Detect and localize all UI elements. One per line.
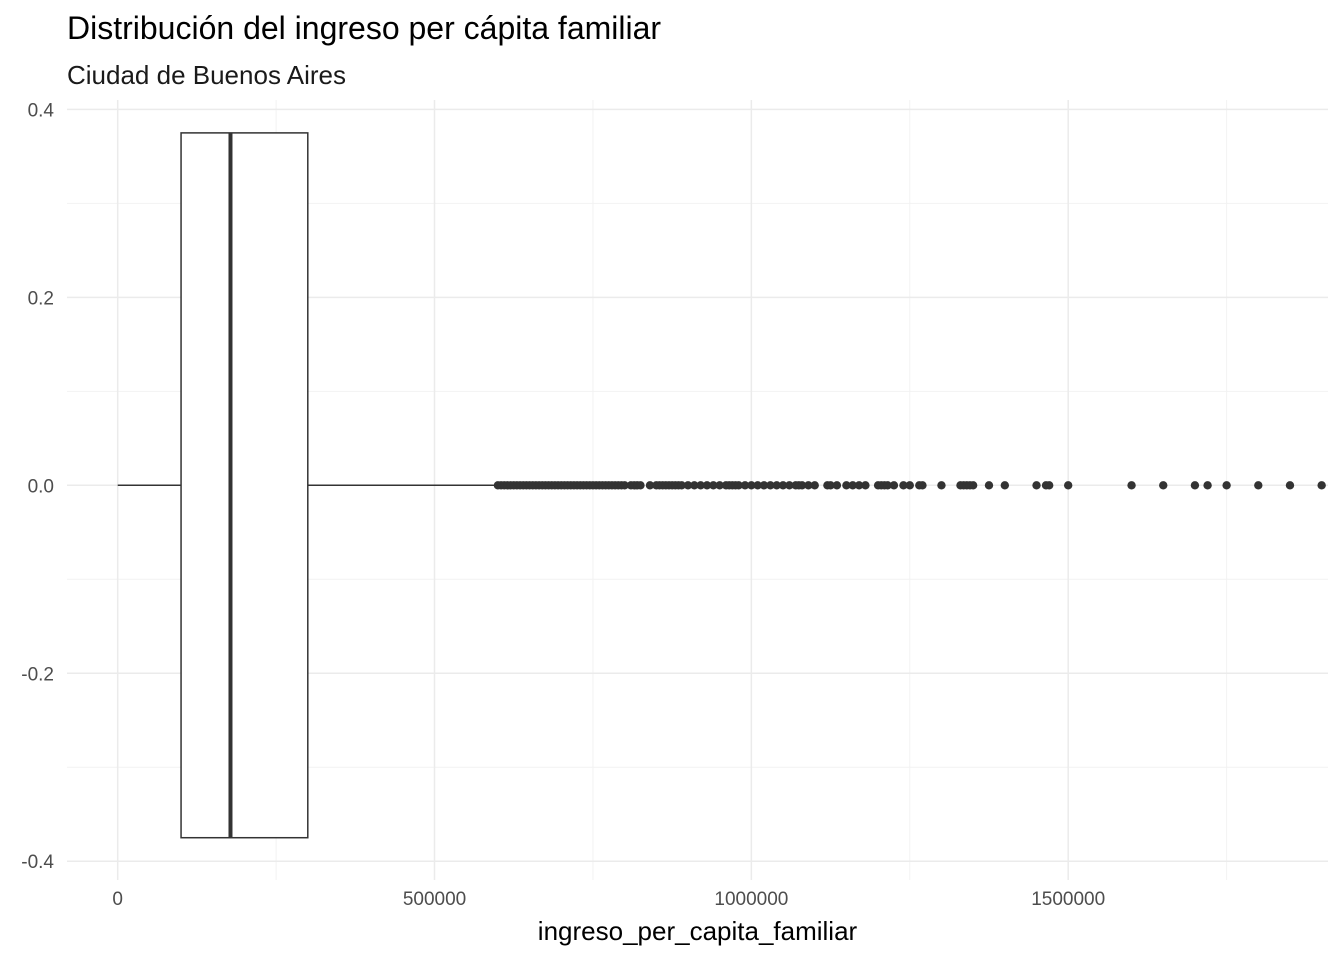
x-tick-label: 1000000 (714, 889, 788, 910)
outlier-point (747, 481, 756, 490)
outlier-point (740, 481, 750, 490)
outlier-point (645, 481, 655, 490)
outlier-point (918, 481, 927, 490)
outlier-point (1000, 481, 1010, 490)
outlier-point (702, 481, 712, 490)
y-tick-label: -0.4 (21, 852, 54, 873)
tick-labels: 0 500000 1000000 1500000 -0.4 -0.2 0.0 0.2 0.4 (21, 100, 1105, 910)
outlier-point (785, 481, 794, 490)
outlier-point (848, 481, 857, 490)
outlier-point (797, 481, 807, 490)
outlier-point (854, 481, 864, 490)
x-tick-label: 0 (112, 889, 123, 910)
outlier-point (1285, 481, 1295, 490)
outlier-point (1317, 481, 1326, 490)
outlier-point (883, 481, 892, 490)
outlier-point (1063, 481, 1073, 490)
chart-subtitle: Ciudad de Buenos Aires (67, 60, 346, 90)
outlier-point (1190, 481, 1200, 490)
outlier-point (778, 481, 788, 490)
outlier-point (1044, 481, 1054, 490)
outlier-point (759, 481, 769, 490)
y-tick-label: 0.4 (28, 100, 55, 121)
box-iqr (180, 132, 309, 839)
outlier-point (1254, 481, 1263, 490)
outlier-point (636, 481, 645, 490)
outlier-point (842, 481, 851, 490)
outlier-point (937, 481, 946, 490)
outlier-point (804, 481, 813, 490)
outlier-point (905, 481, 914, 490)
outlier-point (696, 481, 705, 490)
outlier-point (810, 481, 819, 490)
outlier-point (1222, 481, 1231, 490)
outlier-point (753, 481, 762, 490)
outlier-point (683, 481, 693, 490)
outlier-point (620, 481, 629, 490)
outlier-points (493, 481, 1326, 490)
boxplot-layer (117, 132, 498, 839)
outlier-point (677, 481, 686, 490)
outlier-point (772, 481, 781, 490)
outlier-point (734, 481, 743, 490)
x-axis-title: ingreso_per_capita_familiar (538, 916, 858, 946)
outlier-point (715, 481, 724, 490)
outlier-point (1032, 481, 1041, 490)
chart-title: Distribución del ingreso per cápita fami… (67, 10, 662, 46)
outlier-point (984, 481, 994, 490)
outlier-point (1159, 481, 1168, 490)
outlier-point (889, 481, 899, 490)
outlier-point (709, 481, 718, 490)
outlier-point (690, 481, 699, 490)
outlier-point (832, 481, 842, 490)
outlier-point (861, 481, 870, 490)
outlier-point (899, 481, 908, 490)
outlier-point (968, 481, 978, 490)
y-tick-label: 0.2 (28, 288, 54, 309)
outlier-point (826, 481, 835, 490)
y-tick-label: 0.0 (28, 476, 54, 497)
x-tick-label: 500000 (403, 889, 466, 910)
y-tick-label: -0.2 (21, 664, 54, 685)
outlier-point (1203, 481, 1212, 490)
outlier-point (766, 481, 775, 490)
x-tick-label: 1500000 (1031, 889, 1105, 910)
outlier-point (1127, 481, 1136, 490)
